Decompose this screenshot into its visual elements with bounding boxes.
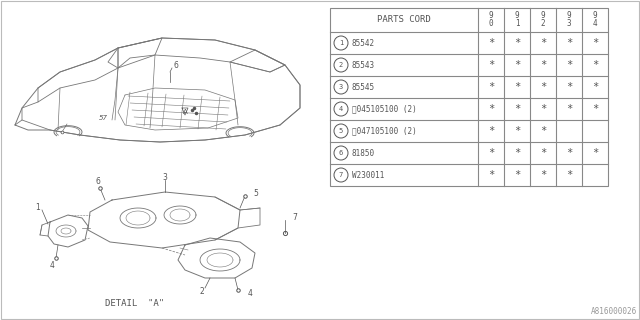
Text: 81850: 81850 [352,148,375,157]
Text: 4: 4 [248,289,253,298]
Text: *: * [488,82,494,92]
Text: 9: 9 [566,12,572,20]
Text: 3: 3 [566,20,572,28]
Text: *: * [566,104,572,114]
Text: *: * [592,60,598,70]
Text: 85542: 85542 [352,38,375,47]
Text: *: * [592,38,598,48]
Text: A: A [182,109,188,115]
Text: 4: 4 [593,20,597,28]
Text: *: * [514,82,520,92]
Text: *: * [514,170,520,180]
Text: *: * [540,82,546,92]
Text: *: * [540,170,546,180]
Text: 9: 9 [541,12,545,20]
Text: 2: 2 [200,287,204,297]
Text: 6: 6 [95,178,100,187]
Text: *: * [566,38,572,48]
Text: *: * [488,170,494,180]
Text: *: * [566,148,572,158]
Text: PARTS CORD: PARTS CORD [377,15,431,25]
Text: *: * [540,148,546,158]
Text: 1: 1 [36,203,40,212]
Text: W230011: W230011 [352,171,385,180]
Text: *: * [592,104,598,114]
Text: *: * [566,60,572,70]
Text: *: * [488,60,494,70]
Text: *: * [514,60,520,70]
Text: *: * [540,104,546,114]
Text: *: * [514,126,520,136]
Text: *: * [540,38,546,48]
Text: 57: 57 [99,115,108,121]
Text: 9: 9 [515,12,519,20]
Text: DETAIL  "A": DETAIL "A" [106,299,164,308]
Text: 3: 3 [163,172,168,181]
Text: 4: 4 [49,261,54,270]
Text: 2: 2 [339,62,343,68]
Text: A816000026: A816000026 [591,307,637,316]
Text: 0: 0 [489,20,493,28]
Text: *: * [592,82,598,92]
Text: *: * [566,170,572,180]
Text: *: * [592,148,598,158]
Text: Ⓢ047105100 (2): Ⓢ047105100 (2) [352,126,417,135]
Text: 85545: 85545 [352,83,375,92]
Text: *: * [540,60,546,70]
Text: 9: 9 [593,12,597,20]
Text: 1: 1 [339,40,343,46]
Text: *: * [488,104,494,114]
Text: 9: 9 [489,12,493,20]
Bar [330,8,608,186]
Text: 7: 7 [339,172,343,178]
Text: 2: 2 [541,20,545,28]
Text: 6: 6 [174,60,179,69]
Text: 85543: 85543 [352,60,375,69]
Text: 5: 5 [253,188,258,197]
Text: *: * [514,38,520,48]
Text: *: * [488,38,494,48]
Text: Ⓢ045105100 (2): Ⓢ045105100 (2) [352,105,417,114]
Text: 5: 5 [339,128,343,134]
Text: 6: 6 [339,150,343,156]
Text: 3: 3 [339,84,343,90]
Text: *: * [514,148,520,158]
Text: *: * [514,104,520,114]
Text: 7: 7 [292,212,297,221]
Text: 4: 4 [339,106,343,112]
Text: *: * [488,148,494,158]
Text: 1: 1 [515,20,519,28]
Text: *: * [566,82,572,92]
Text: *: * [488,126,494,136]
Text: *: * [540,126,546,136]
